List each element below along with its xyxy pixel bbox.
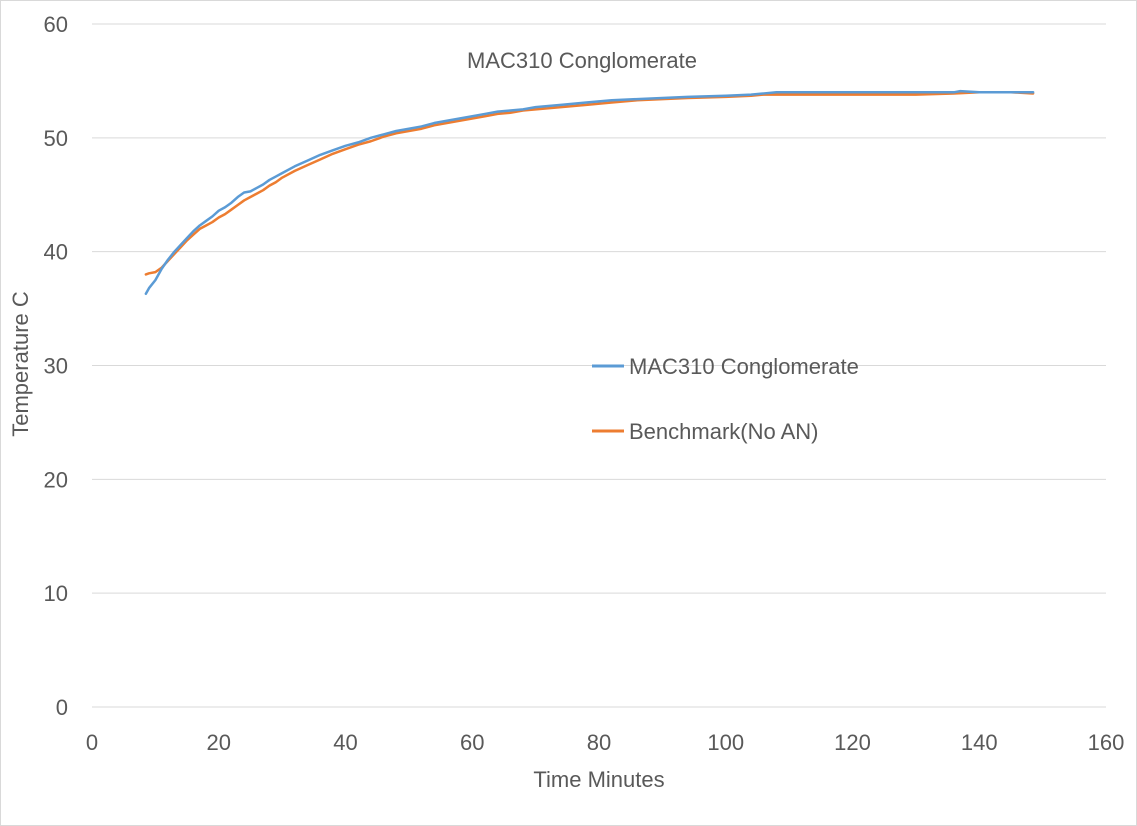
x-tick-label: 0 (86, 730, 98, 755)
series-mac310-conglomerate (144, 89, 1035, 296)
x-tick-label: 100 (707, 730, 744, 755)
x-tick-label: 20 (207, 730, 231, 755)
grid (92, 23, 1106, 708)
series-line-mac310-conglomerate (144, 89, 1035, 296)
y-tick-label: 30 (44, 354, 68, 379)
legend-label: Benchmark(No AN) (629, 419, 819, 444)
x-tick-label: 40 (333, 730, 357, 755)
y-tick-label: 0 (56, 695, 68, 720)
x-tick-label: 120 (834, 730, 871, 755)
x-axis-ticks: 0 20 40 60 80 100 120 140 160 (86, 730, 1124, 755)
y-tick-label: 60 (44, 12, 68, 37)
x-tick-label: 60 (460, 730, 484, 755)
y-axis-title: Temperature C (8, 291, 33, 437)
legend-item: Benchmark(No AN) (592, 419, 819, 444)
x-tick-label: 160 (1088, 730, 1125, 755)
y-axis-ticks: 0 10 20 30 40 50 60 (44, 12, 68, 720)
x-axis-title: Time Minutes (533, 767, 664, 792)
x-tick-label: 140 (961, 730, 998, 755)
y-tick-label: 40 (44, 240, 68, 265)
series-lines (144, 89, 1035, 296)
y-tick-label: 20 (44, 467, 68, 492)
legend-item: MAC310 Conglomerate (592, 354, 859, 379)
y-tick-label: 50 (44, 126, 68, 151)
chart-title: MAC310 Conglomerate (467, 48, 697, 73)
y-tick-label: 10 (44, 581, 68, 606)
legend-label: MAC310 Conglomerate (629, 354, 859, 379)
legend: MAC310 Conglomerate Benchmark(No AN) (592, 354, 859, 444)
x-tick-label: 80 (587, 730, 611, 755)
